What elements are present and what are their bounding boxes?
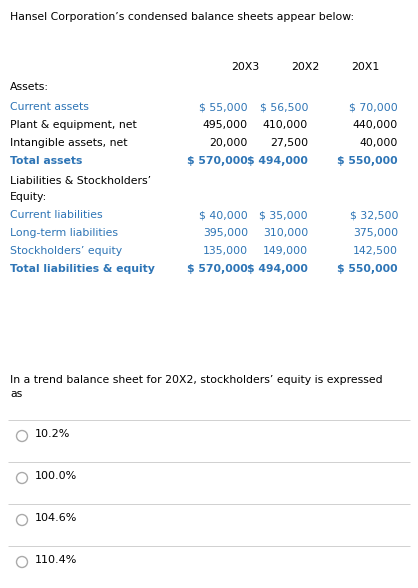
Text: $ 55,000: $ 55,000 bbox=[199, 102, 248, 112]
Text: 135,000: 135,000 bbox=[203, 246, 248, 256]
Text: Plant & equipment, net: Plant & equipment, net bbox=[10, 120, 137, 130]
Text: 440,000: 440,000 bbox=[353, 120, 398, 130]
Text: 104.6%: 104.6% bbox=[35, 513, 77, 523]
Text: Liabilities & Stockholders’: Liabilities & Stockholders’ bbox=[10, 176, 151, 186]
Text: $ 32,500: $ 32,500 bbox=[349, 210, 398, 220]
Text: as: as bbox=[10, 389, 22, 399]
Text: 142,500: 142,500 bbox=[353, 246, 398, 256]
Text: $ 550,000: $ 550,000 bbox=[337, 156, 398, 166]
Text: $ 494,000: $ 494,000 bbox=[247, 264, 308, 274]
Text: Long-term liabilities: Long-term liabilities bbox=[10, 228, 118, 238]
Text: Assets:: Assets: bbox=[10, 82, 49, 92]
Text: $ 494,000: $ 494,000 bbox=[247, 156, 308, 166]
Text: Total assets: Total assets bbox=[10, 156, 82, 166]
Text: 27,500: 27,500 bbox=[270, 138, 308, 148]
Text: 410,000: 410,000 bbox=[263, 120, 308, 130]
Text: Intangible assets, net: Intangible assets, net bbox=[10, 138, 127, 148]
Text: Stockholders’ equity: Stockholders’ equity bbox=[10, 246, 122, 256]
Text: 20X3: 20X3 bbox=[231, 62, 259, 72]
Text: 20X1: 20X1 bbox=[351, 62, 379, 72]
Text: Hansel Corporation’s condensed balance sheets appear below:: Hansel Corporation’s condensed balance s… bbox=[10, 12, 354, 22]
Text: Current assets: Current assets bbox=[10, 102, 89, 112]
Text: 100.0%: 100.0% bbox=[35, 471, 77, 481]
Text: 40,000: 40,000 bbox=[359, 138, 398, 148]
Text: In a trend balance sheet for 20X2, stockholders’ equity is expressed: In a trend balance sheet for 20X2, stock… bbox=[10, 375, 382, 385]
Text: $ 570,000: $ 570,000 bbox=[187, 156, 248, 166]
Text: $ 70,000: $ 70,000 bbox=[349, 102, 398, 112]
Text: 20,000: 20,000 bbox=[209, 138, 248, 148]
Text: $ 56,500: $ 56,500 bbox=[260, 102, 308, 112]
Text: 149,000: 149,000 bbox=[263, 246, 308, 256]
Text: Equity:: Equity: bbox=[10, 192, 47, 202]
Text: Total liabilities & equity: Total liabilities & equity bbox=[10, 264, 155, 274]
Text: Current liabilities: Current liabilities bbox=[10, 210, 103, 220]
Text: 110.4%: 110.4% bbox=[35, 555, 77, 565]
Text: 375,000: 375,000 bbox=[353, 228, 398, 238]
Text: 20X2: 20X2 bbox=[291, 62, 319, 72]
Text: 310,000: 310,000 bbox=[263, 228, 308, 238]
Text: $ 550,000: $ 550,000 bbox=[337, 264, 398, 274]
Text: $ 35,000: $ 35,000 bbox=[260, 210, 308, 220]
Text: 495,000: 495,000 bbox=[203, 120, 248, 130]
Text: 395,000: 395,000 bbox=[203, 228, 248, 238]
Text: $ 40,000: $ 40,000 bbox=[199, 210, 248, 220]
Text: $ 570,000: $ 570,000 bbox=[187, 264, 248, 274]
Text: 10.2%: 10.2% bbox=[35, 429, 70, 439]
